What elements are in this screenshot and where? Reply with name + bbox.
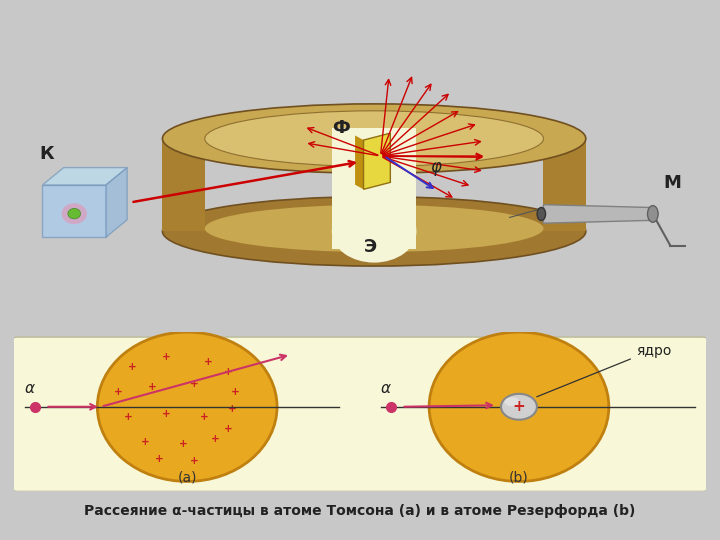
Polygon shape [544, 139, 586, 231]
Text: +: + [231, 387, 240, 397]
Text: (a): (a) [177, 470, 197, 484]
Text: М: М [663, 174, 681, 192]
Text: α: α [381, 381, 391, 396]
Polygon shape [364, 133, 390, 190]
Text: Э: Э [364, 238, 377, 255]
Text: +: + [190, 380, 199, 389]
Text: +: + [179, 439, 188, 449]
Ellipse shape [97, 332, 277, 482]
Text: +: + [162, 409, 171, 419]
Ellipse shape [332, 200, 416, 262]
Text: φ: φ [430, 158, 441, 176]
Ellipse shape [163, 104, 586, 173]
Polygon shape [544, 205, 649, 223]
Text: +: + [162, 352, 171, 362]
Polygon shape [163, 139, 204, 231]
Text: Ф: Ф [332, 119, 349, 137]
Ellipse shape [537, 207, 546, 220]
Text: +: + [225, 367, 233, 377]
Text: +: + [513, 399, 526, 414]
Text: +: + [127, 362, 136, 372]
Text: +: + [204, 357, 212, 367]
Text: +: + [225, 424, 233, 434]
Text: +: + [210, 434, 219, 444]
Text: +: + [228, 404, 236, 414]
Polygon shape [106, 167, 127, 237]
Text: Схема опыта Резерфорда по рассеянию α-частиц. К – свинцовый контейнер с
радиоакт: Схема опыта Резерфорда по рассеянию α-ча… [71, 339, 649, 381]
Text: +: + [156, 454, 164, 464]
Ellipse shape [204, 111, 544, 166]
Ellipse shape [163, 197, 586, 266]
Text: К: К [39, 145, 53, 163]
Polygon shape [332, 128, 416, 249]
Text: α: α [24, 381, 35, 396]
Text: +: + [190, 456, 199, 465]
Ellipse shape [429, 332, 609, 482]
Text: ядро: ядро [636, 343, 672, 357]
Polygon shape [42, 185, 106, 237]
Ellipse shape [647, 206, 658, 222]
Polygon shape [355, 136, 364, 190]
Text: Рассеяние α-частицы в атоме Томсона (a) и в атоме Резерфорда (b): Рассеяние α-частицы в атоме Томсона (a) … [84, 504, 636, 518]
Text: +: + [200, 411, 209, 422]
Text: +: + [141, 437, 150, 447]
Circle shape [61, 203, 87, 224]
Text: +: + [124, 411, 132, 422]
FancyBboxPatch shape [11, 337, 709, 491]
Ellipse shape [505, 397, 520, 406]
Ellipse shape [204, 205, 544, 252]
Circle shape [68, 208, 81, 219]
Text: +: + [148, 382, 157, 392]
Polygon shape [42, 167, 127, 185]
Text: +: + [114, 387, 122, 397]
Ellipse shape [501, 394, 537, 420]
Text: (b): (b) [509, 470, 529, 484]
